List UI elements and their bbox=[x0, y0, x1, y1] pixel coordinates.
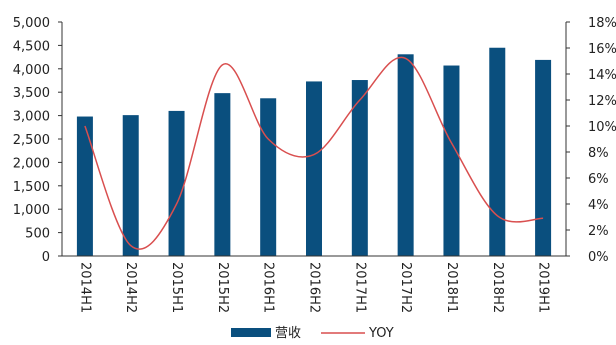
y-left-tick-label: 5,000 bbox=[13, 16, 50, 31]
x-tick-label: 2016H1 bbox=[261, 262, 276, 313]
y-right-tick-label: 0% bbox=[588, 250, 609, 265]
y-left-tick-label: 1,500 bbox=[13, 180, 50, 195]
x-tick-label: 2014H1 bbox=[77, 262, 92, 313]
x-tick-label: 2019H1 bbox=[536, 262, 551, 313]
bar bbox=[260, 98, 277, 256]
y-right-tick-label: 16% bbox=[588, 42, 616, 57]
y-left-tick-label: 3,000 bbox=[13, 110, 50, 125]
bar bbox=[122, 115, 139, 256]
bar bbox=[76, 116, 93, 256]
bar-series bbox=[76, 47, 552, 257]
y-right-tick-label: 4% bbox=[588, 198, 609, 213]
bar bbox=[535, 59, 552, 256]
y-right-tick-label: 8% bbox=[588, 146, 609, 161]
x-tick-label: 2014H2 bbox=[123, 262, 138, 313]
y-left-tick-label: 500 bbox=[25, 227, 50, 242]
y-left-tick-label: 2,000 bbox=[13, 156, 50, 171]
x-axis-ticks: 2014H1 2014H2 2015H1 2015H2 2016H1 2016H2 2017… bbox=[77, 262, 550, 313]
x-tick-label: 2016H2 bbox=[307, 262, 322, 313]
y-right-tick-label: 6% bbox=[588, 172, 609, 187]
bar bbox=[397, 54, 414, 257]
x-tick-label: 2015H1 bbox=[169, 262, 184, 313]
bar bbox=[168, 110, 185, 256]
legend-bar-label: 营收 bbox=[275, 326, 301, 341]
yoy-line bbox=[84, 56, 544, 250]
x-tick-label: 2017H1 bbox=[352, 262, 367, 313]
x-tick-label: 2018H2 bbox=[490, 262, 505, 313]
axes bbox=[58, 21, 570, 257]
line-series bbox=[84, 56, 544, 250]
bar bbox=[489, 47, 506, 256]
y-right-tick-label: 14% bbox=[588, 68, 616, 83]
y-left-tick-label: 0 bbox=[42, 250, 50, 265]
y-left-tick-label: 4,000 bbox=[13, 63, 50, 78]
y-left-tick-label: 2,500 bbox=[13, 133, 50, 148]
legend-bar-swatch bbox=[231, 328, 271, 337]
bar bbox=[214, 93, 231, 256]
legend: 营收 YOY bbox=[231, 326, 394, 341]
y-left-tick-label: 4,500 bbox=[13, 39, 50, 54]
y-left-tick-label: 1,000 bbox=[13, 203, 50, 218]
y-right-tick-label: 18% bbox=[588, 16, 616, 31]
x-tick-label: 2018H1 bbox=[444, 262, 459, 313]
x-tick-label: 2017H2 bbox=[398, 262, 413, 313]
y-right-axis-ticks: 0% 2% 4% 6% 8% 10% 12% 14% 16% 18% bbox=[588, 16, 616, 265]
x-tick-label: 2015H2 bbox=[215, 262, 230, 313]
y-right-tick-label: 2% bbox=[588, 224, 609, 239]
legend-line-label: YOY bbox=[368, 326, 394, 341]
y-left-axis-ticks: 0 500 1,000 1,500 2,000 2,500 3,000 3,500 4,000 4… bbox=[13, 16, 50, 265]
bar bbox=[351, 80, 368, 256]
y-left-tick-label: 3,500 bbox=[13, 86, 50, 101]
y-right-tick-label: 10% bbox=[588, 120, 616, 135]
bar bbox=[443, 65, 460, 256]
y-right-tick-label: 12% bbox=[588, 94, 616, 109]
bar bbox=[306, 81, 322, 256]
